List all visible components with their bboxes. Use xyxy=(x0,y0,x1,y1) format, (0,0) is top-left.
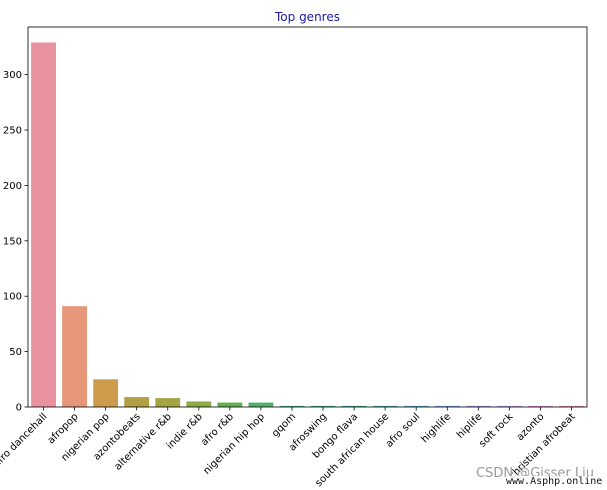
bar-3 xyxy=(124,397,150,407)
watermark-site: www.Asphp.online xyxy=(506,476,603,487)
bar-9 xyxy=(310,405,336,407)
bar-1 xyxy=(62,306,87,407)
y-tick-label-2: 100 xyxy=(3,292,22,303)
x-tick-label-15: soft rock xyxy=(477,411,515,449)
x-tick-label-8: gqom xyxy=(270,411,298,439)
y-tick-label-0: 0 xyxy=(16,403,22,414)
bar-15 xyxy=(496,405,522,407)
bars-group xyxy=(31,42,584,407)
bar-16 xyxy=(527,405,553,407)
bar-17 xyxy=(559,405,584,407)
y-tick-label-6: 300 xyxy=(3,70,22,81)
bar-6 xyxy=(217,402,243,407)
x-tick-label-14: hiplife xyxy=(455,411,484,440)
bar-10 xyxy=(341,405,367,407)
bar-14 xyxy=(465,405,491,407)
x-tick-label-13: highlife xyxy=(419,411,453,445)
bar-13 xyxy=(434,405,460,407)
x-tick-label-0: afro dancehall xyxy=(0,411,50,469)
chart-title: Top genres xyxy=(274,10,340,24)
y-tick-label-1: 50 xyxy=(9,347,22,358)
y-axis: 0 50 100 150 200 250 300 xyxy=(3,70,28,414)
bar-4 xyxy=(155,398,181,407)
y-tick-label-5: 250 xyxy=(3,126,22,137)
bar-0 xyxy=(31,42,56,407)
y-tick-label-3: 150 xyxy=(3,236,22,247)
bar-12 xyxy=(403,405,429,407)
bar-2 xyxy=(93,379,119,407)
x-tick-label-4: alternative r&b xyxy=(113,411,174,472)
x-tick-label-12: afro soul xyxy=(384,411,422,449)
bar-11 xyxy=(372,405,398,407)
x-tick-label-7: nigerian hip hop xyxy=(202,411,267,476)
bar-7 xyxy=(248,402,274,407)
bar-5 xyxy=(186,401,212,407)
plot-frame xyxy=(27,26,588,408)
y-tick-label-4: 200 xyxy=(3,181,22,192)
bar-8 xyxy=(279,405,305,407)
